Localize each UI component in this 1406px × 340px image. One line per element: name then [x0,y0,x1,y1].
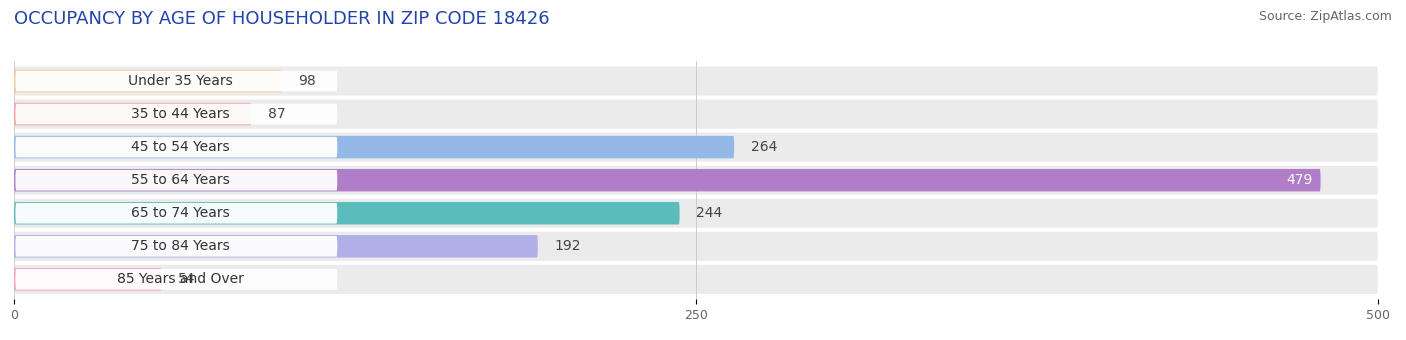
Text: Under 35 Years: Under 35 Years [128,74,233,88]
FancyBboxPatch shape [14,169,1320,191]
FancyBboxPatch shape [15,236,337,257]
Text: 55 to 64 Years: 55 to 64 Years [131,173,229,187]
FancyBboxPatch shape [14,199,1378,228]
FancyBboxPatch shape [14,100,1378,129]
FancyBboxPatch shape [14,67,1378,96]
FancyBboxPatch shape [14,70,281,92]
Text: 65 to 74 Years: 65 to 74 Years [131,206,229,220]
FancyBboxPatch shape [15,269,337,290]
Text: 35 to 44 Years: 35 to 44 Years [131,107,229,121]
FancyBboxPatch shape [15,170,337,190]
Text: 479: 479 [1286,173,1312,187]
FancyBboxPatch shape [14,103,252,125]
FancyBboxPatch shape [14,235,537,258]
FancyBboxPatch shape [14,232,1378,261]
Text: 54: 54 [177,272,195,286]
FancyBboxPatch shape [14,268,162,291]
FancyBboxPatch shape [14,202,679,224]
FancyBboxPatch shape [14,265,1378,294]
FancyBboxPatch shape [14,133,1378,162]
Text: 75 to 84 Years: 75 to 84 Years [131,239,229,253]
FancyBboxPatch shape [15,71,337,91]
Text: 98: 98 [298,74,315,88]
FancyBboxPatch shape [15,137,337,157]
Text: 87: 87 [267,107,285,121]
FancyBboxPatch shape [15,203,337,224]
Text: 244: 244 [696,206,723,220]
FancyBboxPatch shape [15,104,337,124]
FancyBboxPatch shape [14,166,1378,195]
Text: Source: ZipAtlas.com: Source: ZipAtlas.com [1258,10,1392,23]
Text: 192: 192 [554,239,581,253]
Text: 85 Years and Over: 85 Years and Over [117,272,243,286]
Text: 264: 264 [751,140,778,154]
FancyBboxPatch shape [14,136,734,158]
Text: 45 to 54 Years: 45 to 54 Years [131,140,229,154]
Text: OCCUPANCY BY AGE OF HOUSEHOLDER IN ZIP CODE 18426: OCCUPANCY BY AGE OF HOUSEHOLDER IN ZIP C… [14,10,550,28]
